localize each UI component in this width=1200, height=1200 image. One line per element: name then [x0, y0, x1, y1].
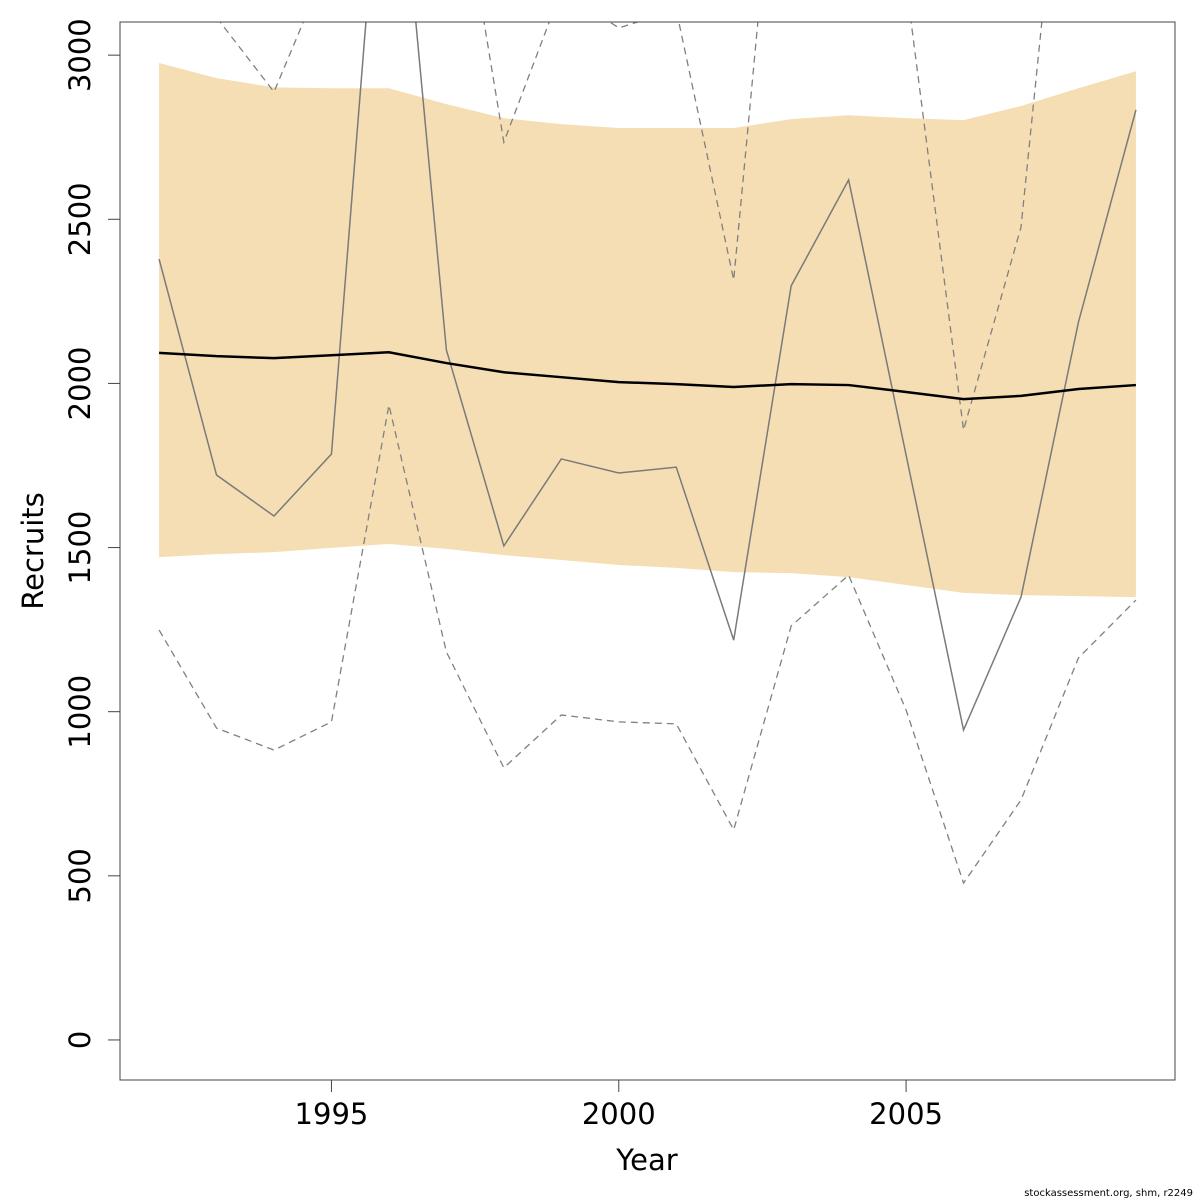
confidence-band — [159, 63, 1136, 598]
y-tick-label: 1500 — [63, 511, 97, 585]
y-tick-label: 2000 — [63, 347, 97, 421]
y-axis-label: Recruits — [16, 492, 50, 609]
y-tick-label: 0 — [63, 1031, 97, 1049]
series-line — [158, 22, 1137, 733]
y-tick-label: 3000 — [63, 18, 97, 92]
x-tick-label: 2005 — [869, 1097, 943, 1131]
plot-frame — [119, 21, 1176, 1081]
series-line — [158, 404, 1137, 885]
footer: stockassessment.org, shm, r2249 — [1024, 1188, 1193, 1199]
y-tick-label: 500 — [63, 848, 97, 903]
x-tick-label: 2000 — [582, 1097, 656, 1131]
x-axis-label: Year — [615, 1143, 677, 1177]
series-line — [159, 350, 1137, 401]
y-tick-label: 1000 — [63, 675, 97, 749]
plot-area — [158, 22, 1137, 885]
x-tick-label: 1995 — [295, 1097, 369, 1131]
y-tick-label: 2500 — [63, 182, 97, 256]
